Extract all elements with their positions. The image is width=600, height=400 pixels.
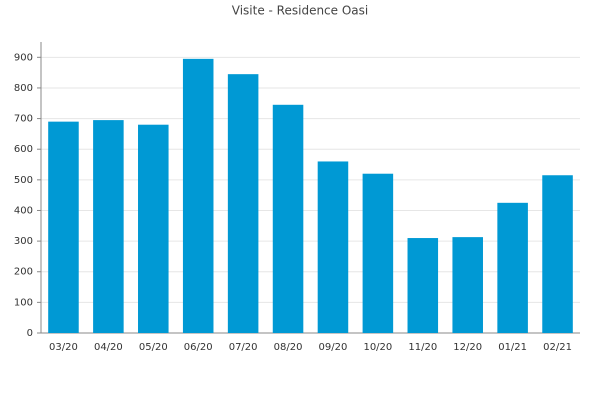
y-tick-label: 100 <box>14 297 33 308</box>
bar <box>227 74 259 334</box>
bar <box>407 238 439 333</box>
y-tick-label: 900 <box>14 52 33 63</box>
x-tick-label: 09/20 <box>319 342 348 353</box>
y-tick-label: 200 <box>14 267 33 278</box>
y-tick-label: 400 <box>14 205 33 216</box>
y-tick-label: 300 <box>14 236 33 247</box>
bar <box>93 120 124 333</box>
x-tick-label: 06/20 <box>184 342 213 353</box>
x-tick-label: 03/20 <box>49 342 78 353</box>
x-tick-label: 01/21 <box>498 342 527 353</box>
x-tick-label: 05/20 <box>139 342 168 353</box>
x-tick-label: 11/20 <box>408 342 437 353</box>
bar <box>138 124 169 333</box>
bar <box>317 161 349 333</box>
bar <box>182 58 214 333</box>
y-tick-label: 600 <box>14 144 33 155</box>
bar <box>48 121 79 333</box>
y-tick-label: 800 <box>14 83 33 94</box>
chart-title: Visite - Residence Oasi <box>232 4 368 18</box>
x-tick-label: 10/20 <box>363 342 392 353</box>
x-tick-label: 07/20 <box>229 342 258 353</box>
bar <box>272 104 304 333</box>
x-tick-label: 08/20 <box>274 342 303 353</box>
x-tick-label: 12/20 <box>453 342 482 353</box>
x-tick-label: 02/21 <box>543 342 572 353</box>
bar <box>542 175 573 333</box>
bar <box>362 173 394 333</box>
y-tick-label: 0 <box>27 328 33 339</box>
y-tick-label: 500 <box>14 175 33 186</box>
bar <box>452 237 483 333</box>
y-tick-label: 700 <box>14 114 33 125</box>
bar <box>497 202 528 333</box>
x-tick-label: 04/20 <box>94 342 123 353</box>
